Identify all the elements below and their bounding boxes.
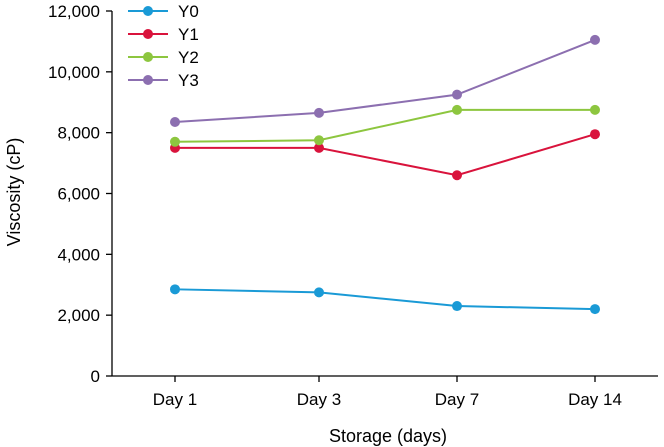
series-line-y0	[174, 288, 596, 311]
legend-item-y1: Y1	[128, 25, 199, 44]
data-point-y3	[452, 89, 462, 100]
x-tick-label: Day 7	[435, 390, 479, 409]
legend-marker-y2	[143, 52, 153, 62]
legend-item-y2: Y2	[128, 48, 199, 67]
series-layer	[170, 34, 600, 315]
legend-item-y3: Y3	[128, 71, 199, 90]
data-point-y0	[590, 304, 600, 315]
series-y3	[170, 34, 600, 128]
series-line-y3	[174, 38, 596, 124]
data-point-y0	[452, 301, 462, 312]
data-point-y0	[314, 287, 324, 298]
data-point-y3	[314, 107, 324, 118]
y-axis-title: Viscosity (cP)	[4, 138, 24, 247]
y-tick-label: 12,000	[48, 2, 100, 21]
y-tick-label: 6,000	[57, 185, 100, 204]
y-tick-label: 0	[91, 367, 100, 386]
x-tick-label: Day 14	[568, 390, 622, 409]
y-tick-label: 10,000	[48, 63, 100, 82]
data-point-y1	[452, 170, 462, 181]
x-axis-title: Storage (days)	[329, 426, 447, 446]
data-point-y2	[590, 104, 600, 115]
data-point-y2	[170, 136, 180, 147]
legend-label-y2: Y2	[178, 48, 199, 67]
series-line-y2	[174, 108, 595, 143]
legend-label-y3: Y3	[178, 71, 199, 90]
legend-marker-y1	[143, 29, 153, 39]
legend-label-y1: Y1	[178, 25, 199, 44]
data-point-y3	[170, 117, 180, 128]
y-tick-label: 2,000	[57, 306, 100, 325]
data-point-y1	[314, 142, 324, 153]
data-point-y2	[314, 135, 324, 146]
legend-item-y0: Y0	[128, 2, 199, 21]
axes: 0 2,000 4,000 6,000 8,000 10,000 12,000 Day 1 Da…	[48, 2, 658, 409]
x-tick-label: Day 1	[153, 390, 197, 409]
x-tick-label: Day 3	[297, 390, 341, 409]
series-y0	[170, 284, 600, 315]
series-y2	[170, 104, 600, 147]
legend-label-y0: Y0	[178, 2, 199, 21]
data-point-y0	[170, 284, 180, 295]
series-line-y1	[175, 133, 596, 177]
legend-marker-y3	[143, 75, 153, 85]
data-point-y3	[590, 34, 600, 45]
series-y1	[170, 129, 600, 181]
data-point-y1	[590, 129, 600, 140]
y-tick-label: 8,000	[57, 124, 100, 143]
y-tick-label: 4,000	[57, 245, 100, 264]
data-point-y2	[452, 104, 462, 115]
legend-marker-y0	[143, 6, 153, 16]
legend: Y0 Y1 Y2 Y3	[128, 2, 199, 90]
